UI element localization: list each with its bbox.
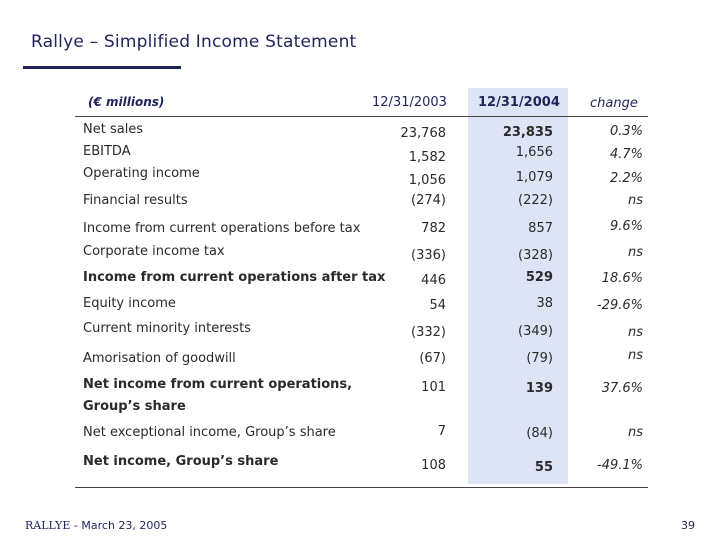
- value-2003-equity-income: 54: [429, 298, 446, 313]
- title-underline: [23, 66, 181, 69]
- column-header-2004: 12/31/2004: [478, 95, 560, 110]
- value-2003-net-exceptional-income: 7: [437, 424, 446, 439]
- change-net-income-current-ops: 37.6%: [601, 381, 643, 396]
- value-2003-operating-income: 1,056: [408, 173, 446, 188]
- value-2003-net-income: 108: [421, 458, 446, 473]
- value-2004-financial-results: (222): [518, 193, 553, 208]
- row-label-ebitda: EBITDA: [83, 144, 131, 159]
- row-label-minority-interests: Current minority interests: [83, 321, 251, 336]
- value-2003-financial-results: (274): [411, 193, 446, 208]
- change-operating-income: 2.2%: [609, 171, 643, 186]
- change-equity-income: -29.6%: [597, 298, 643, 313]
- value-2004-net-sales: 23,835: [502, 125, 553, 140]
- value-2004-income-after-tax: 529: [525, 270, 553, 285]
- change-income-after-tax: 18.6%: [601, 271, 643, 286]
- page-number: 39: [681, 519, 695, 532]
- value-2004-corporate-income-tax: (328): [518, 248, 553, 263]
- change-minority-interests: ns: [627, 325, 643, 340]
- footer-brand-name: RALLYE: [25, 519, 71, 532]
- value-2003-corporate-income-tax: (336): [411, 248, 446, 263]
- change-income-before-tax: 9.6%: [609, 219, 643, 234]
- value-2003-minority-interests: (332): [411, 325, 446, 340]
- footer-divider: [75, 487, 648, 488]
- value-2003-ebitda: 1,582: [408, 150, 446, 165]
- header-divider: [75, 116, 648, 117]
- row-label-corporate-income-tax: Corporate income tax: [83, 244, 225, 259]
- change-corporate-income-tax: ns: [627, 245, 643, 260]
- row-label-equity-income: Equity income: [83, 296, 176, 311]
- change-financial-results: ns: [627, 193, 643, 208]
- change-ebitda: 4.7%: [609, 147, 643, 162]
- value-2004-equity-income: 38: [536, 296, 553, 311]
- value-2004-income-before-tax: 857: [528, 221, 553, 236]
- row-label-financial-results: Financial results: [83, 193, 188, 208]
- highlight-column-2004: [468, 88, 568, 484]
- footer-brand: RALLYE - March 23, 2005: [25, 519, 167, 532]
- row-label-net-sales: Net sales: [83, 122, 144, 137]
- value-2003-income-after-tax: 446: [421, 273, 446, 288]
- units-label: (€ millions): [88, 95, 165, 109]
- row-label-income-before-tax: Income from current operations before ta…: [83, 221, 361, 236]
- footer-date: - March 23, 2005: [70, 519, 168, 532]
- change-goodwill: ns: [627, 348, 643, 363]
- row-label-goodwill: Amorisation of goodwill: [83, 351, 236, 366]
- change-net-exceptional-income: ns: [627, 425, 643, 440]
- change-net-income: -49.1%: [597, 458, 643, 473]
- value-2004-minority-interests: (349): [518, 324, 553, 339]
- value-2003-net-income-current-ops: 101: [421, 380, 446, 395]
- value-2004-operating-income: 1,079: [515, 170, 553, 185]
- value-2003-income-before-tax: 782: [421, 221, 446, 236]
- row-label-operating-income: Operating income: [83, 166, 200, 181]
- page-title: Rallye – Simplified Income Statement: [31, 32, 357, 52]
- row-label-net-exceptional-income: Net exceptional income, Group’s share: [83, 425, 336, 440]
- value-2004-net-exceptional-income: (84): [526, 426, 553, 441]
- column-header-2003: 12/31/2003: [372, 95, 447, 110]
- column-header-change: change: [590, 96, 638, 111]
- change-net-sales: 0.3%: [609, 124, 643, 139]
- value-2003-net-sales: 23,768: [400, 126, 447, 141]
- value-2004-net-income: 55: [534, 460, 553, 475]
- row-label-income-after-tax: Income from current operations after tax: [83, 270, 386, 285]
- row-label-net-income: Net income, Group’s share: [83, 454, 279, 469]
- value-2004-ebitda: 1,656: [515, 145, 553, 160]
- value-2004-goodwill: (79): [526, 351, 553, 366]
- value-2004-net-income-current-ops: 139: [525, 381, 553, 396]
- value-2003-goodwill: (67): [419, 351, 446, 366]
- row-label-net-income-current-ops: Net income from current operations,: [83, 377, 353, 392]
- row-label-net-income-current-ops-line2: Group’s share: [83, 399, 186, 414]
